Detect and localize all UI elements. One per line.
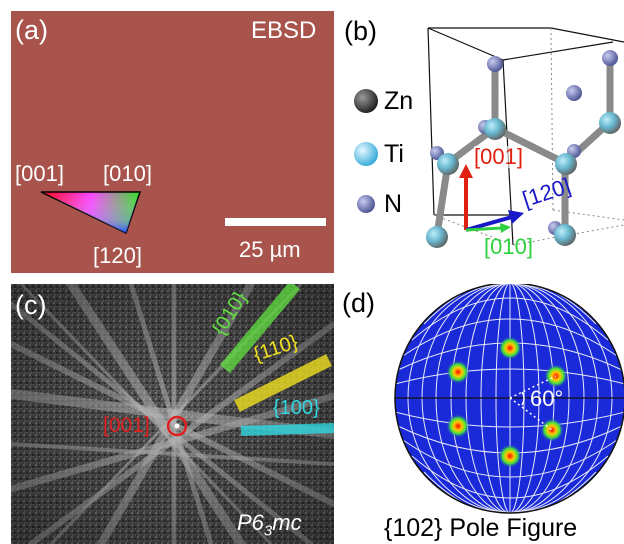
pole-spot — [498, 444, 522, 468]
pole-spot — [540, 418, 564, 442]
pole-spot — [498, 336, 522, 360]
space-group-base: P6 — [237, 510, 264, 535]
pole-label: [001] — [103, 414, 150, 437]
panel-b: (b) — [340, 0, 624, 280]
scale-bar — [225, 218, 326, 226]
axis-label-001: [001] — [474, 144, 523, 169]
band-100 — [240, 423, 334, 436]
kikuchi-pattern — [11, 284, 334, 544]
space-group-sub: 3 — [263, 522, 273, 540]
zn-legend-sphere — [354, 89, 378, 113]
band-label-100: {100} — [273, 397, 320, 419]
scale-bar-label: 25 µm — [239, 237, 301, 262]
space-group-tail: mc — [272, 510, 302, 535]
ti-legend-sphere — [354, 142, 378, 166]
ipf-label-120: [120] — [93, 243, 142, 268]
panel-a-label: (a) — [15, 15, 48, 45]
panel-a: (a) EBSD [001] [010] [120] 25 µm — [11, 11, 334, 273]
ebsd-tag: EBSD — [251, 17, 317, 44]
axis-arrows — [459, 164, 524, 233]
legend-zn: Zn — [384, 87, 414, 115]
panel-c-label: (c) — [15, 290, 47, 320]
ipf-label-001: [001] — [15, 161, 64, 186]
angle-label: 60° — [530, 386, 564, 411]
pole-spot — [446, 414, 470, 438]
space-group-label: P63mc — [237, 510, 302, 540]
n-legend-sphere — [357, 195, 375, 213]
band-110 — [234, 354, 332, 412]
panel-d: (d) — [340, 284, 624, 544]
pole-spot — [446, 360, 470, 384]
panel-b-label: (b) — [344, 16, 377, 46]
pole-figure — [394, 284, 624, 514]
ipf-color-triangle — [40, 191, 326, 235]
band-010 — [219, 284, 301, 374]
crystal-structure — [354, 27, 624, 248]
angle-indicator — [509, 375, 557, 431]
pole-figure-caption: {102} Pole Figure — [384, 514, 578, 542]
legend-n: N — [384, 190, 403, 218]
legend-ti: Ti — [384, 140, 404, 168]
panel-d-label: (d) — [342, 288, 375, 318]
panel-c: (c) {010} {110} {100} [001] P63mc — [11, 284, 334, 544]
ipf-label-010: [010] — [103, 161, 152, 186]
pole-marker — [166, 415, 188, 437]
axis-label-010: [010] — [484, 234, 533, 259]
